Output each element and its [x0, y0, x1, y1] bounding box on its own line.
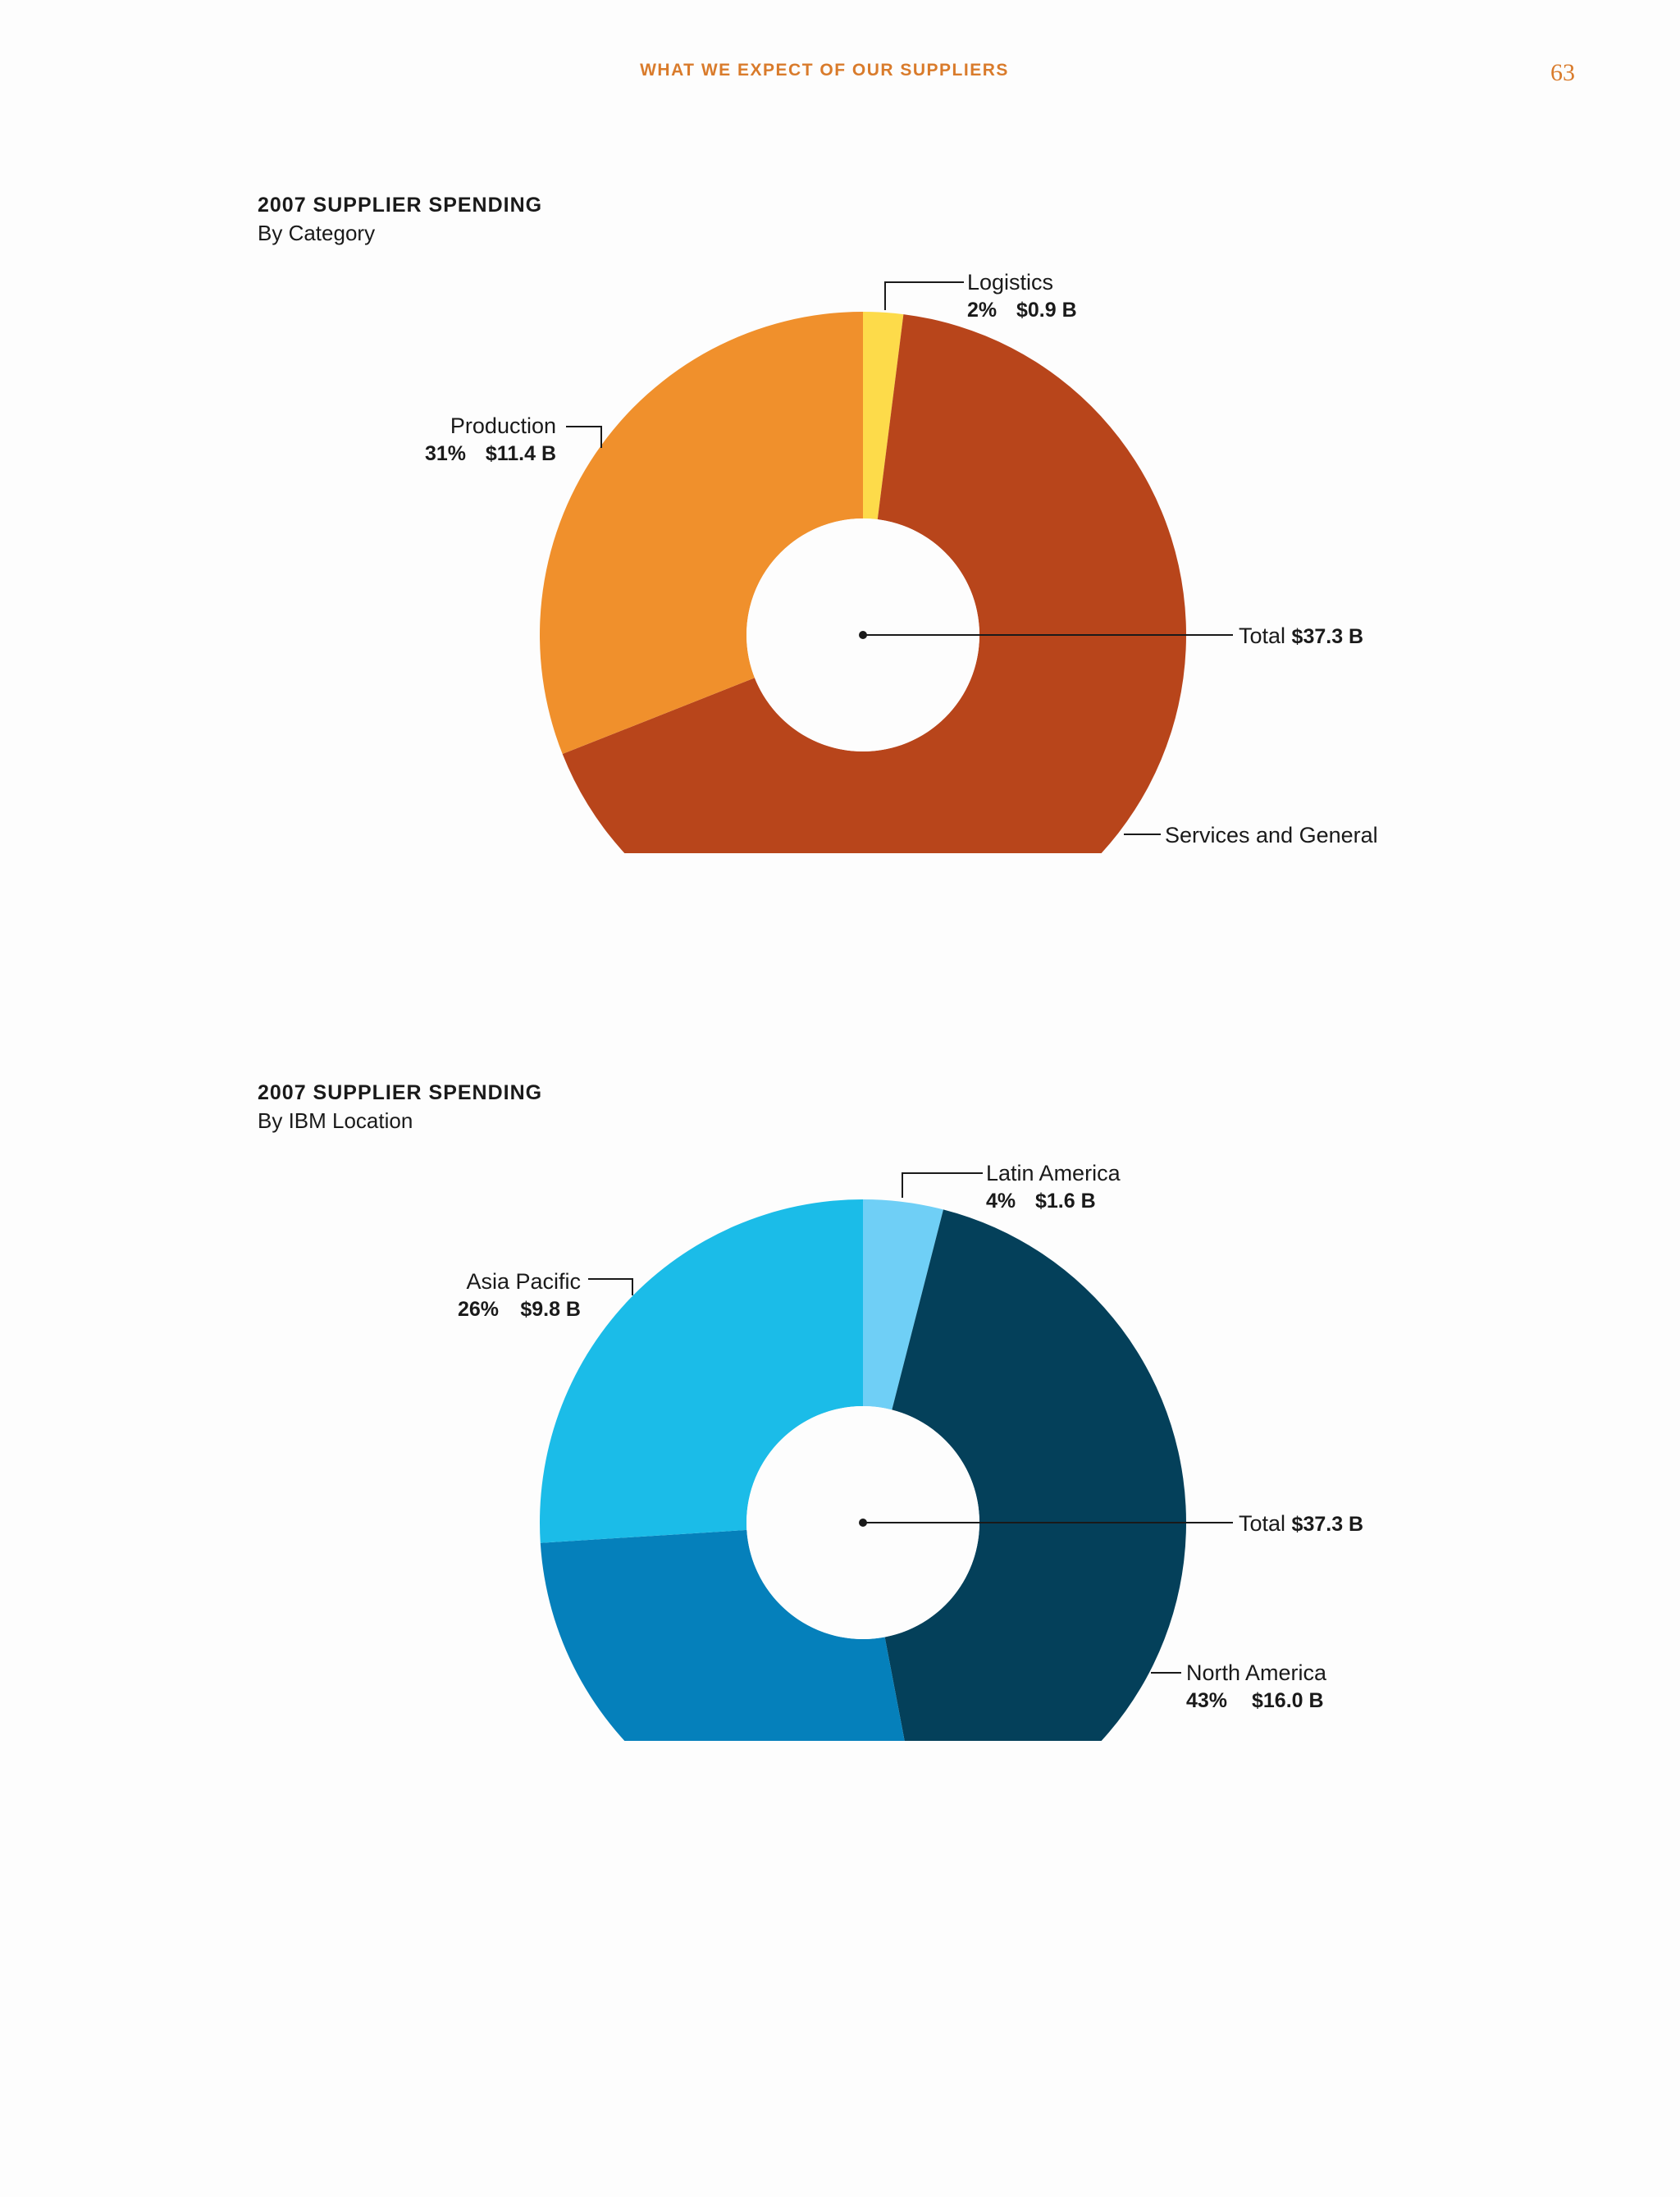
total-value: $37.3 B — [1292, 1513, 1364, 1536]
total-text: Total — [1239, 1511, 1292, 1536]
slice-asia-pacific — [539, 1199, 863, 1543]
slice-percent: 4% — [986, 1190, 1016, 1213]
slice-percent: 43% — [1186, 1689, 1227, 1712]
slice-label-logistics: Logistics — [967, 270, 1053, 295]
chart-by-location: 2007 SUPPLIER SPENDING By IBM Location L… — [0, 888, 1680, 1741]
slice-amount: $0.9 B — [1016, 299, 1077, 322]
page-number: 63 — [1550, 59, 1575, 86]
slice-europe-middle-east-africa — [540, 1529, 905, 1741]
slice-percent: 67% — [1165, 852, 1206, 853]
running-head: WHAT WE EXPECT OF OUR SUPPLIERS — [640, 61, 1009, 80]
leader-line — [884, 281, 964, 310]
total-label: Total $37.3 B — [1239, 623, 1363, 648]
slice-amount: $25.0 B — [1230, 852, 1303, 853]
total-label: Total $37.3 B — [1239, 1511, 1363, 1536]
donut-chart-category: Logistics 2% $0.9 B Services and General 67%… — [425, 270, 1378, 853]
chart-title: 2007 SUPPLIER SPENDING — [258, 194, 543, 217]
leader-line — [588, 1278, 633, 1295]
chart-subtitle: By Category — [258, 221, 376, 245]
slice-percent: 26% — [458, 1298, 499, 1321]
slice-amount: $11.4 B — [486, 442, 556, 465]
total-text: Total — [1239, 623, 1292, 648]
slice-logistics — [863, 312, 904, 520]
leader-line — [566, 426, 602, 448]
slice-percent: 2% — [967, 299, 997, 322]
center-dot — [859, 1519, 867, 1527]
donut-chart-location: Latin America 4% $1.6 B North America 43% $16… — [458, 1161, 1363, 1741]
slice-north-america — [884, 1209, 1186, 1741]
chart-subtitle: By IBM Location — [258, 1108, 413, 1133]
slice-label-production: Production — [450, 413, 556, 438]
slice-services-and-general — [562, 314, 1186, 853]
slice-amount: $16.0 B — [1252, 1689, 1324, 1712]
slice-label-north-america: North America — [1186, 1660, 1327, 1685]
total-value: $37.3 B — [1292, 625, 1364, 648]
slice-percent: 31% — [425, 442, 466, 465]
slice-production — [540, 312, 863, 755]
slice-label-latin-america: Latin America — [986, 1161, 1121, 1185]
chart-title: 2007 SUPPLIER SPENDING — [258, 1081, 543, 1104]
slice-label-services-and-general: Services and General — [1165, 823, 1378, 847]
chart-by-category: 2007 SUPPLIER SPENDING By Category Logis… — [0, 0, 1680, 853]
center-dot — [859, 631, 867, 639]
slice-amount: $9.8 B — [520, 1298, 581, 1321]
slice-amount: $1.6 B — [1035, 1190, 1096, 1213]
leader-line — [902, 1172, 983, 1198]
slice-latin-america — [863, 1199, 943, 1410]
slice-label-asia-pacific: Asia Pacific — [466, 1269, 581, 1294]
